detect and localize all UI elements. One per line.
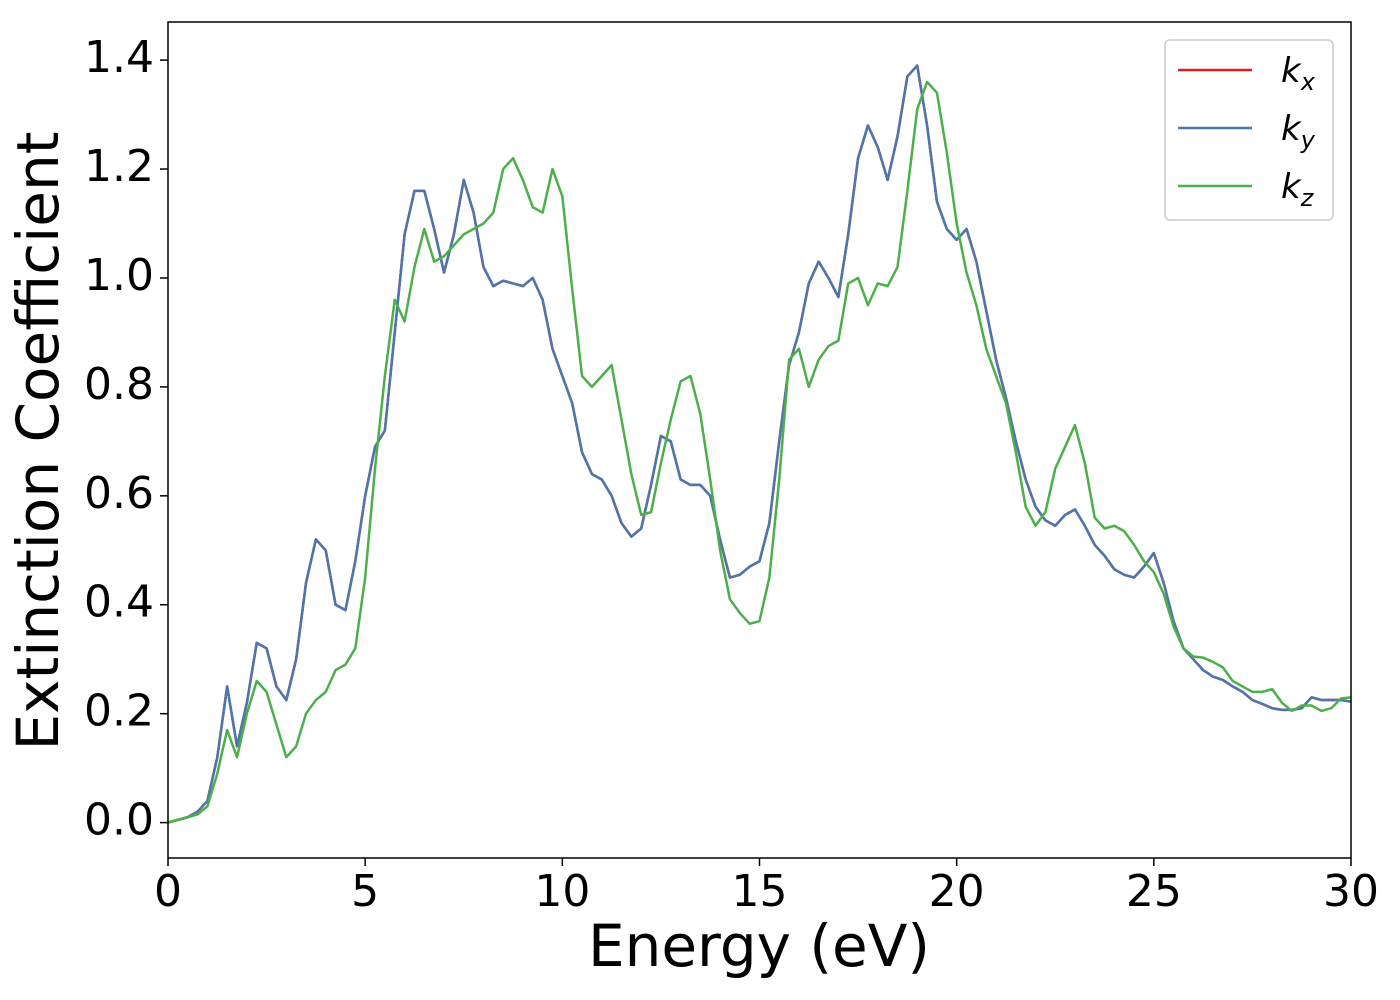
x-tick-label: 10 xyxy=(534,866,590,917)
x-tick-label: 25 xyxy=(1126,866,1182,917)
x-tick-label: 15 xyxy=(732,866,788,917)
y-axis-label: Extinction Coefficient xyxy=(4,132,72,751)
x-tick-label: 5 xyxy=(351,866,379,917)
x-axis-label: Energy (eV) xyxy=(588,912,930,980)
series-line xyxy=(168,80,1351,824)
legend-label: ky xyxy=(1281,109,1316,154)
series-line xyxy=(168,64,1351,824)
y-tick-label: 0.2 xyxy=(84,686,154,737)
y-tick-label: 0.0 xyxy=(84,795,154,846)
y-tick-label: 0.8 xyxy=(84,359,154,410)
y-tick-label: 1.2 xyxy=(84,141,154,192)
legend-label: kx xyxy=(1281,51,1316,96)
legend-box xyxy=(1164,39,1334,221)
y-tick-label: 1.0 xyxy=(84,250,154,301)
y-tick-label: 0.6 xyxy=(84,468,154,519)
legend-label: kz xyxy=(1281,167,1315,212)
x-tick-label: 0 xyxy=(154,866,182,917)
y-tick-label: 1.4 xyxy=(84,32,154,83)
x-tick-label: 20 xyxy=(929,866,985,917)
x-tick-label: 30 xyxy=(1323,866,1379,917)
plot-frame xyxy=(167,21,1352,859)
y-tick-label: 0.4 xyxy=(84,577,154,628)
